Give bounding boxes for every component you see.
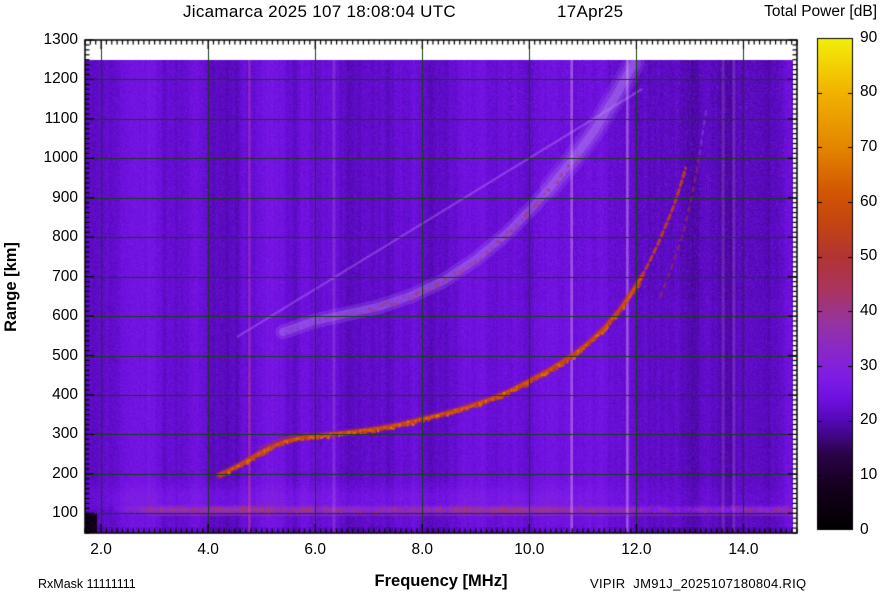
x-tick-label: 6.0 — [304, 541, 326, 558]
colorbar-tick-label: 0 — [860, 520, 869, 538]
y-tick-label: 1000 — [43, 149, 78, 167]
y-tick-label: 900 — [52, 188, 78, 206]
colorbar-tick-label: 10 — [860, 465, 878, 483]
rxmask-label: RxMask 11111111 — [38, 577, 136, 591]
colorbar-tick-label: 70 — [860, 137, 878, 155]
colorbar-tick-label: 90 — [860, 28, 878, 46]
x-tick-label: 2.0 — [90, 541, 112, 558]
y-tick-label: 500 — [52, 346, 78, 364]
colorbar-tick-label: 20 — [860, 411, 878, 429]
y-tick-label: 300 — [52, 425, 78, 443]
y-tick-label: 700 — [52, 267, 78, 285]
y-tick-label: 400 — [52, 385, 78, 403]
y-tick-label: 600 — [52, 307, 78, 325]
colorbar-title: Total Power [dB] — [764, 3, 877, 20]
colorbar-tick-label: 60 — [860, 192, 878, 210]
colorbar-tick-label: 30 — [860, 356, 878, 374]
plot-title: Jicamarca 2025 107 18:08:04 UTC — [183, 2, 456, 21]
colorbar-tick-label: 80 — [860, 83, 878, 101]
x-axis-label: Frequency [MHz] — [374, 572, 508, 590]
colorbar-tick-label: 50 — [860, 247, 878, 265]
colorbar-tick-label: 40 — [860, 301, 878, 319]
plot-date-label: 17Apr25 — [557, 2, 624, 21]
y-tick-label: 200 — [52, 464, 78, 482]
y-tick-label: 1300 — [43, 31, 78, 48]
y-tick-label: 1200 — [43, 70, 78, 88]
x-tick-label: 4.0 — [197, 541, 219, 558]
y-tick-label: 100 — [52, 504, 78, 522]
y-tick-label: 1100 — [44, 109, 78, 127]
x-tick-label: 8.0 — [411, 541, 434, 558]
x-tick-label: 12.0 — [621, 541, 652, 558]
y-tick-label: 800 — [52, 228, 78, 246]
x-tick-label: 10.0 — [514, 541, 545, 558]
x-tick-label: 14.0 — [728, 541, 759, 558]
filename-label: VIPIR JM91J_2025107180804.RIQ — [590, 576, 807, 591]
